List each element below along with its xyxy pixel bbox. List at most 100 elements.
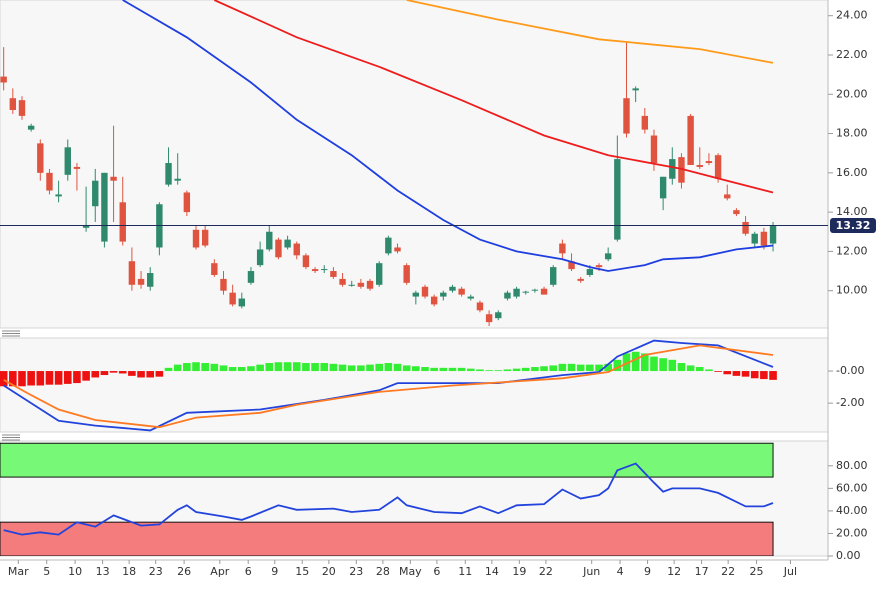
y-tick-label: 22.00 <box>836 48 868 61</box>
macd-bar <box>366 364 374 372</box>
macd-bar <box>292 362 301 372</box>
indicator-line <box>122 0 774 272</box>
candle-body <box>0 76 7 83</box>
candle-body <box>55 194 62 197</box>
x-tick-label: 12 <box>667 565 681 578</box>
macd-bar <box>210 363 219 372</box>
macd-bar <box>302 363 310 372</box>
candle-body <box>183 192 191 213</box>
macd-bar <box>494 370 503 372</box>
macd-bar <box>109 371 118 373</box>
x-tick-label: 17 <box>695 565 709 578</box>
candle-body <box>659 176 667 199</box>
y-tick-label: 80.00 <box>836 459 868 472</box>
candle-body <box>211 263 218 275</box>
y-tick-label: -0.00 <box>836 364 864 377</box>
macd-bar <box>631 351 640 372</box>
y-tick-label: 0.00 <box>836 549 861 562</box>
y-tick-label: 12.00 <box>836 244 868 257</box>
x-tick-label: 18 <box>122 565 136 578</box>
x-tick-label: 6 <box>245 565 252 578</box>
candle-body <box>751 233 758 244</box>
macd-bar <box>118 371 127 374</box>
macd-bar <box>576 364 585 372</box>
x-tick-label: 6 <box>433 565 440 578</box>
y-tick-label: 14.00 <box>836 205 868 218</box>
candle-body <box>650 135 658 164</box>
x-tick-label: 25 <box>750 565 764 578</box>
candle-body <box>504 292 511 299</box>
macd-bar <box>274 362 283 372</box>
candle-body <box>513 288 520 297</box>
candle-body <box>165 163 172 185</box>
candle-body <box>275 239 282 258</box>
x-tick-label: 23 <box>149 565 163 578</box>
candle-body <box>266 231 273 250</box>
indicator-line <box>3 462 774 536</box>
candle-body <box>92 180 99 207</box>
candle-body <box>64 147 71 175</box>
candle-body <box>458 288 465 295</box>
candle-body <box>687 115 694 165</box>
macd-bar <box>723 371 732 375</box>
macd-bar <box>695 367 704 372</box>
candle-body <box>669 159 676 179</box>
rsi-zone <box>0 442 774 478</box>
y-tick-label: 10.00 <box>836 284 868 297</box>
candle-body <box>147 273 154 287</box>
macd-bar <box>732 371 741 376</box>
macd-bar <box>54 371 63 385</box>
macd-bar <box>82 371 90 381</box>
x-tick-label: 22 <box>539 565 553 578</box>
panel-handle[interactable] <box>2 330 20 337</box>
candle-body <box>467 296 474 299</box>
candle-body <box>742 221 749 234</box>
macd-bar <box>741 371 750 377</box>
macd-bar <box>412 366 420 372</box>
macd-bar <box>311 363 319 372</box>
x-tick-label: 4 <box>617 565 624 578</box>
x-tick-label: Jul <box>783 565 797 578</box>
macd-bar <box>228 367 237 372</box>
macd-bar <box>659 358 667 372</box>
candle-body <box>284 239 291 248</box>
macd-bar <box>320 363 329 372</box>
x-tick-label: 19 <box>512 565 526 578</box>
macd-bar <box>705 369 713 372</box>
candle-body <box>293 243 300 256</box>
macd-bar <box>164 367 173 372</box>
candle-body <box>311 269 319 272</box>
y-tick-label: -2.00 <box>836 396 864 409</box>
panel-handle[interactable] <box>2 434 20 441</box>
macd-bar <box>402 365 411 372</box>
candle-body <box>82 225 90 228</box>
macd-bar <box>521 367 530 372</box>
macd-bar <box>466 368 475 372</box>
macd-bar <box>421 367 429 372</box>
candle-body <box>229 292 236 305</box>
candle-body <box>394 247 401 252</box>
macd-bar <box>641 353 649 372</box>
macd-bar <box>558 363 567 372</box>
macd-bar <box>760 371 768 380</box>
macd-bar <box>283 362 292 372</box>
panel-plot <box>0 442 774 556</box>
candle-body <box>724 194 731 199</box>
last-price-label: 13.32 <box>836 219 871 232</box>
x-tick-label: Mar <box>8 565 29 578</box>
macd-bar <box>201 363 209 372</box>
candle-body <box>586 269 594 275</box>
candle-body <box>577 278 584 281</box>
macd-bar <box>192 362 200 372</box>
x-tick-label: 9 <box>644 565 651 578</box>
x-tick-label: 22 <box>721 565 735 578</box>
candle-body <box>73 166 81 169</box>
indicator-line <box>3 339 774 432</box>
macd-bar <box>63 371 72 384</box>
macd-bar <box>100 371 109 376</box>
macd-bar <box>247 366 255 372</box>
macd-bar <box>0 371 8 387</box>
macd-bar <box>256 364 264 372</box>
macd-bar <box>448 367 457 372</box>
